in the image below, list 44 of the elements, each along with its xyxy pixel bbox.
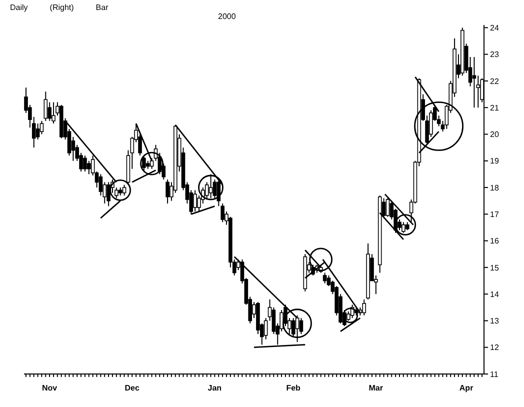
x-tick-label: Jan: [208, 384, 222, 393]
text: Daily: [10, 3, 28, 12]
candlestick: [362, 298, 366, 316]
candlestick: [208, 174, 213, 199]
candlestick: [122, 184, 126, 196]
x-tick-label: Dec: [124, 384, 140, 393]
x-tick-label: Nov: [42, 384, 58, 393]
candlestick: [87, 160, 91, 175]
candlestick: [166, 179, 170, 204]
candlestick: [142, 155, 146, 172]
y-tick-label: 14: [490, 290, 500, 299]
y-tick-label: 23: [490, 50, 500, 60]
y-tick-label: 22: [490, 76, 500, 86]
candlestick: [386, 198, 390, 218]
candlestick: [48, 102, 52, 122]
candlestick: [52, 102, 56, 124]
candlestick: [106, 182, 110, 207]
y-tick-label: 12: [490, 343, 500, 352]
candlestick: [472, 56, 476, 108]
y-tick-label: 13: [490, 316, 500, 326]
candlestick: [36, 123, 40, 140]
x-tick-label: Apr: [459, 384, 474, 393]
text: (Right): [50, 3, 74, 12]
y-tick-label: 18: [490, 183, 500, 192]
candlestick: [402, 222, 406, 234]
x-tick-label: Mar: [368, 384, 383, 393]
y-tick-label: 11: [490, 370, 499, 379]
candlestick: [44, 91, 48, 122]
y-tick-label: 15: [490, 263, 500, 272]
candlestick: [83, 155, 87, 172]
y-tick-label: 24: [490, 24, 500, 33]
y-tick-label: 21: [490, 103, 500, 112]
candlestick: [322, 272, 327, 284]
y-tick-label: 20: [490, 130, 500, 140]
candlestick: [216, 179, 221, 207]
text: Bar: [96, 3, 108, 12]
candlestick: [295, 314, 300, 343]
candlestick: [193, 190, 197, 212]
y-tick-label: 17: [490, 210, 500, 219]
candlestick: [220, 202, 224, 223]
text: 2000: [218, 12, 236, 21]
y-tick-label: 16: [490, 236, 500, 246]
x-tick-label: Feb: [286, 384, 301, 393]
y-tick-label: 19: [490, 156, 500, 166]
